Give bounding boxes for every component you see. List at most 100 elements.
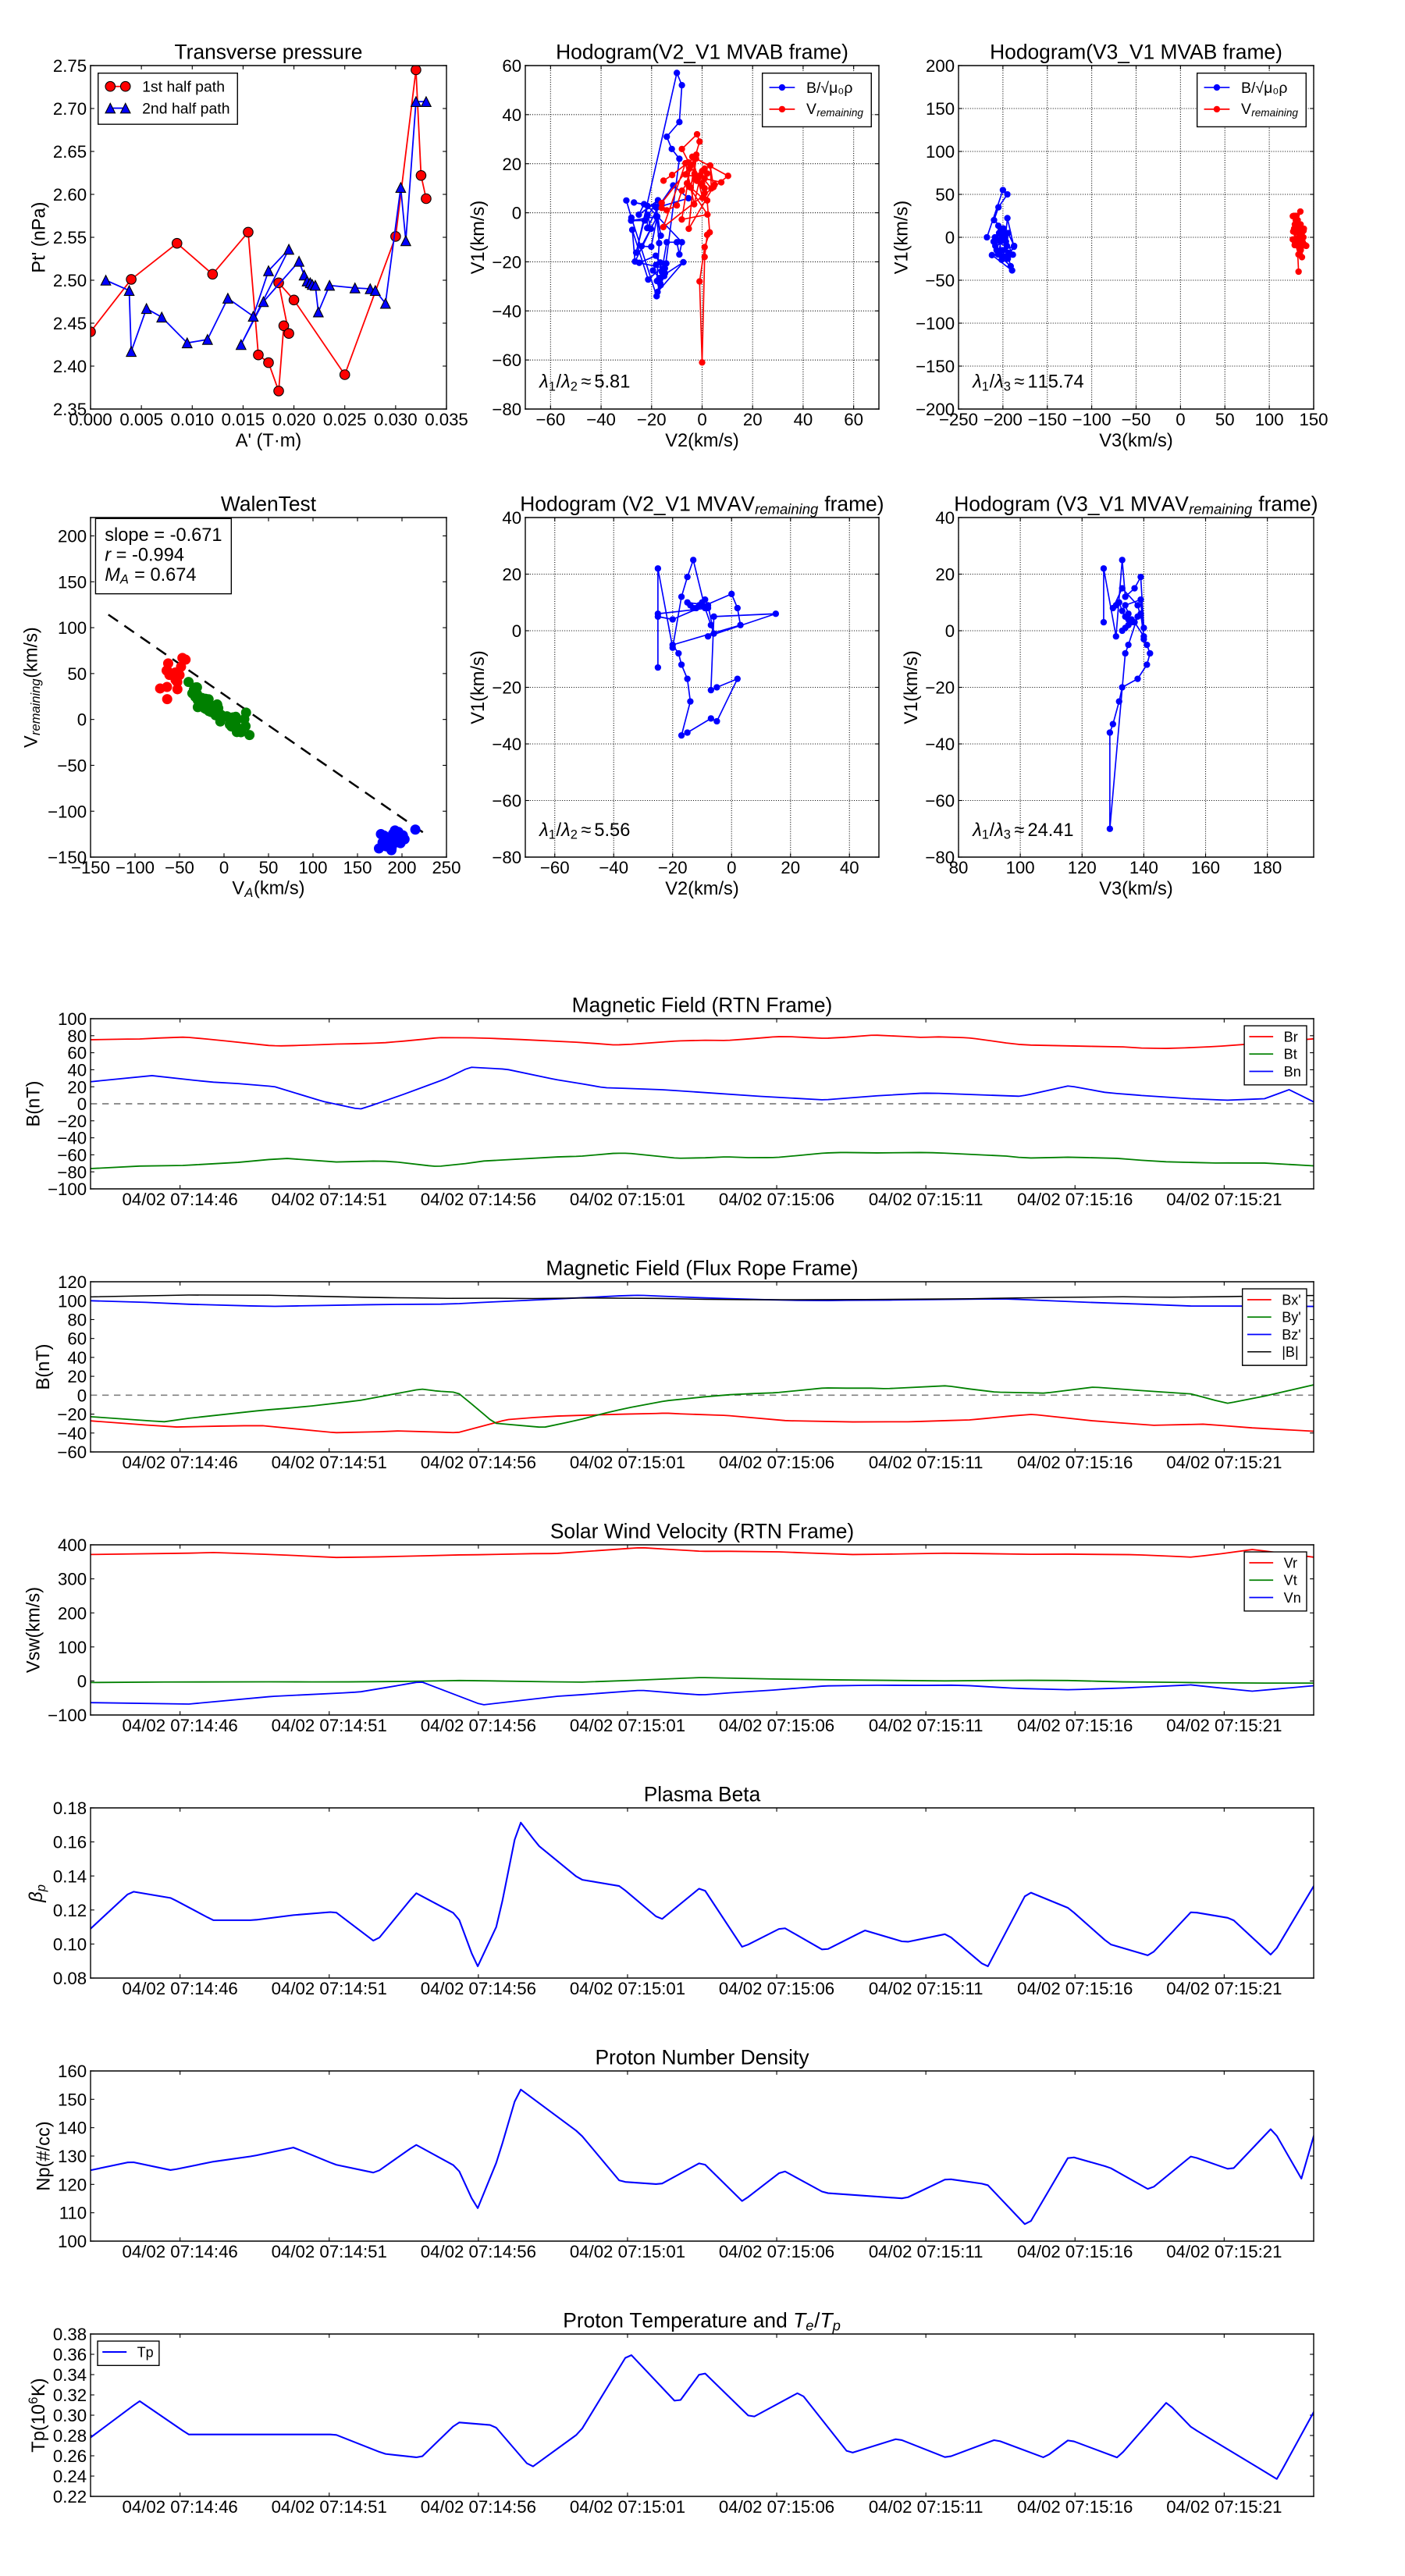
svg-text:04/02 07:14:56: 04/02 07:14:56 (421, 2242, 536, 2261)
svg-text:100: 100 (58, 1291, 87, 1311)
svg-text:V3(km/s): V3(km/s) (1099, 431, 1172, 451)
svg-text:20: 20 (502, 155, 521, 174)
svg-text:−60: −60 (536, 410, 566, 429)
svg-text:150: 150 (1299, 410, 1328, 429)
svg-text:04/02 07:15:16: 04/02 07:15:16 (1017, 2242, 1133, 2261)
svg-text:110: 110 (59, 2204, 87, 2223)
svg-text:04/02 07:15:06: 04/02 07:15:06 (719, 2497, 834, 2517)
svg-text:0: 0 (512, 204, 521, 223)
svg-text:|B|: |B| (1282, 1344, 1298, 1360)
svg-text:04/02 07:14:56: 04/02 07:14:56 (421, 1979, 536, 1998)
svg-text:Bt: Bt (1284, 1047, 1297, 1062)
svg-text:0: 0 (512, 621, 521, 641)
svg-text:50: 50 (935, 185, 955, 205)
svg-text:0.32: 0.32 (53, 2386, 87, 2405)
svg-text:−80: −80 (492, 400, 521, 419)
svg-text:−20: −20 (637, 410, 667, 429)
svg-text:04/02 07:15:06: 04/02 07:15:06 (719, 1979, 834, 1998)
svg-text:λ λ 1 2: λ λ 1 2 / ≈ 5 . 8 1 (538, 372, 630, 395)
svg-text:200: 200 (387, 858, 416, 877)
svg-text:−60: −60 (540, 858, 570, 877)
svg-text:40: 40 (67, 1348, 87, 1368)
svg-text:0.08: 0.08 (53, 1969, 87, 1988)
svg-text:140: 140 (1129, 858, 1158, 877)
svg-text:−40: −40 (57, 1129, 87, 1148)
svg-text:2.40: 2.40 (53, 357, 87, 376)
svg-text:−40: −40 (492, 735, 521, 754)
svg-text:0.010: 0.010 (170, 410, 214, 429)
svg-text:04/02 07:14:46: 04/02 07:14:46 (123, 2242, 238, 2261)
svg-text:0.10: 0.10 (53, 1934, 87, 1954)
svg-text:0.38: 0.38 (53, 2325, 87, 2344)
svg-text:04/02 07:15:11: 04/02 07:15:11 (869, 2242, 984, 2261)
svg-text:04/02 07:15:16: 04/02 07:15:16 (1017, 2497, 1133, 2517)
svg-text:V r e m: V r e m a i n i n g (1241, 98, 1298, 120)
svg-text:100: 100 (58, 2232, 87, 2251)
svg-text:−100: −100 (48, 1179, 87, 1199)
svg-text:100: 100 (58, 618, 87, 638)
svg-text:−60: −60 (492, 350, 521, 370)
svg-text:60: 60 (502, 56, 521, 76)
svg-text:04/02 07:15:21: 04/02 07:15:21 (1166, 2497, 1282, 2517)
svg-text:04/02 07:14:46: 04/02 07:14:46 (123, 1716, 238, 1735)
svg-text:2.60: 2.60 (53, 185, 87, 205)
svg-text:04/02 07:15:06: 04/02 07:15:06 (719, 1453, 834, 1472)
svg-text:0: 0 (77, 1386, 87, 1405)
svg-text:Hodogram(V2_V1 MVAB frame): Hodogram(V2_V1 MVAB frame) (556, 41, 848, 64)
svg-text:2nd half path: 2nd half path (142, 100, 229, 117)
svg-text:−50: −50 (57, 756, 87, 775)
svg-text:λ λ 1 2: λ λ 1 2 / ≈ 5 . 5 6 (538, 820, 630, 843)
svg-text:0: 0 (697, 410, 706, 429)
svg-text:V1(km/s): V1(km/s) (468, 201, 489, 274)
svg-text:−20: −20 (658, 858, 688, 877)
svg-text:−20: −20 (57, 1405, 87, 1425)
svg-text:Pt' (nPa): Pt' (nPa) (29, 201, 49, 272)
svg-text:04/02 07:15:01: 04/02 07:15:01 (570, 1453, 685, 1472)
svg-text:130: 130 (58, 2147, 87, 2166)
svg-text:04/02 07:15:16: 04/02 07:15:16 (1017, 1190, 1133, 1209)
svg-text:04/02 07:15:11: 04/02 07:15:11 (869, 1979, 984, 1998)
svg-text:WalenTest: WalenTest (221, 493, 317, 516)
svg-text:−100: −100 (116, 858, 155, 877)
svg-text:−200: −200 (984, 410, 1023, 429)
svg-text:04/02 07:14:51: 04/02 07:14:51 (272, 1716, 387, 1735)
svg-text:−100: −100 (48, 802, 87, 821)
svg-text:04/02 07:15:11: 04/02 07:15:11 (869, 1716, 984, 1735)
svg-text:160: 160 (1191, 858, 1220, 877)
svg-text:−60: −60 (925, 792, 955, 811)
svg-text:0: 0 (945, 228, 955, 247)
svg-text:−40: −40 (492, 301, 521, 321)
svg-text:0.025: 0.025 (323, 410, 367, 429)
svg-text:B/√μ₀ρ: B/√μ₀ρ (806, 80, 852, 97)
svg-text:120: 120 (1068, 858, 1097, 877)
svg-text:0: 0 (77, 1094, 87, 1114)
svg-text:40: 40 (935, 508, 955, 528)
svg-text:−20: −20 (57, 1112, 87, 1131)
svg-text:B(nT): B(nT) (24, 1080, 44, 1126)
svg-text:04/02 07:15:21: 04/02 07:15:21 (1166, 2242, 1282, 2261)
svg-text:−100: −100 (1072, 410, 1112, 429)
svg-text:100: 100 (58, 1638, 87, 1657)
svg-text:Plasma Beta: Plasma Beta (644, 1783, 761, 1806)
svg-text:V2(km/s): V2(km/s) (665, 879, 738, 899)
svg-text:V1(km/s): V1(km/s) (902, 650, 922, 724)
svg-text:By': By' (1282, 1310, 1301, 1325)
svg-text:04/02 07:14:51: 04/02 07:14:51 (272, 1453, 387, 1472)
svg-text:0.18: 0.18 (53, 1799, 87, 1818)
svg-text:40: 40 (502, 105, 521, 125)
svg-text:04/02 07:15:16: 04/02 07:15:16 (1017, 1979, 1133, 1998)
svg-text:04/02 07:14:56: 04/02 07:14:56 (421, 2497, 536, 2517)
svg-text:H o d o: H o d o g r a m ( V 3 _ V 1 M V A V f r … (954, 492, 1322, 518)
svg-text:04/02 07:14:46: 04/02 07:14:46 (123, 1453, 238, 1472)
svg-text:−20: −20 (492, 252, 521, 272)
svg-text:1st half path: 1st half path (142, 79, 225, 96)
svg-text:120: 120 (58, 1272, 87, 1292)
svg-text:−50: −50 (1122, 410, 1151, 429)
svg-text:20: 20 (743, 410, 763, 429)
svg-text:180: 180 (1253, 858, 1282, 877)
svg-text:20: 20 (67, 1077, 87, 1097)
svg-text:Bz': Bz' (1282, 1327, 1301, 1343)
svg-text:−60: −60 (57, 1443, 87, 1462)
svg-text:Np(#/cc): Np(#/cc) (34, 2121, 55, 2190)
svg-text:0.14: 0.14 (53, 1866, 87, 1886)
